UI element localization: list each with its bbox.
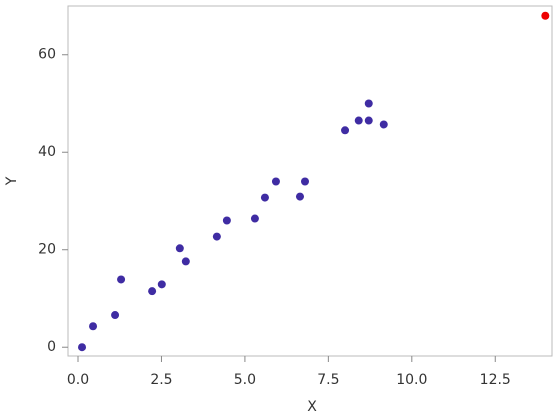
- point: [78, 343, 87, 352]
- x-tick-label: 10.0: [396, 372, 427, 388]
- point: [541, 11, 550, 20]
- x-tick-label: 7.5: [317, 372, 339, 388]
- point: [295, 192, 304, 201]
- x-tick-label: 0.0: [67, 372, 89, 388]
- x-tick-label: 12.5: [480, 372, 511, 388]
- point: [212, 232, 221, 241]
- point: [89, 322, 98, 331]
- y-tick-label: 0: [47, 339, 56, 355]
- x-tick-label: 2.5: [150, 372, 172, 388]
- point: [157, 280, 166, 289]
- point: [364, 99, 373, 108]
- point: [222, 216, 231, 225]
- x-tick-label: 5.0: [234, 372, 256, 388]
- point: [300, 177, 309, 186]
- point: [148, 287, 157, 296]
- y-tick-label: 20: [38, 242, 56, 258]
- point: [341, 126, 350, 135]
- point: [379, 120, 388, 129]
- point: [175, 244, 184, 253]
- point: [250, 214, 259, 223]
- point: [111, 311, 120, 320]
- plot-frame: [67, 5, 553, 357]
- point: [117, 275, 126, 284]
- y-axis-title: Y: [4, 176, 20, 186]
- point: [354, 116, 363, 125]
- point: [260, 193, 269, 202]
- point: [181, 257, 190, 266]
- y-tick-label: 60: [38, 47, 56, 63]
- point: [364, 116, 373, 125]
- y-tick-label: 40: [38, 144, 56, 160]
- point: [271, 177, 280, 186]
- x-axis-title: X: [307, 399, 317, 415]
